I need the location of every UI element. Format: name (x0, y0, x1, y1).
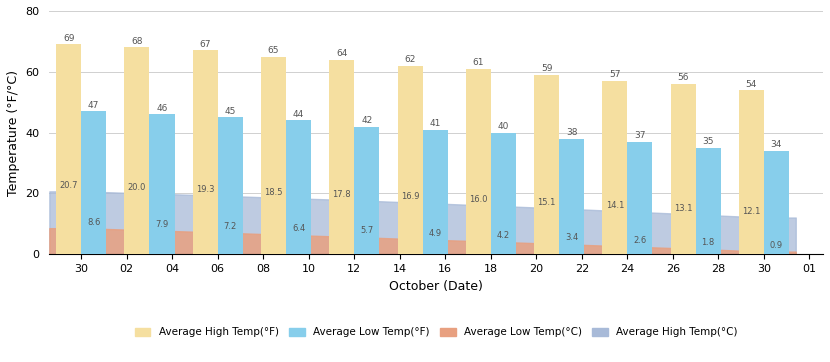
Text: 2.6: 2.6 (633, 236, 647, 245)
Legend: Average High Temp(°F), Average Low Temp(°F), Average Low Temp(°C), Average High : Average High Temp(°F), Average Low Temp(… (130, 323, 742, 342)
Text: 47: 47 (88, 101, 100, 110)
Text: 20.7: 20.7 (60, 181, 78, 190)
Text: 46: 46 (156, 104, 168, 113)
Text: 16.0: 16.0 (469, 195, 487, 204)
Bar (559, 139, 584, 254)
Text: 20.0: 20.0 (128, 183, 146, 192)
Text: 68: 68 (131, 37, 143, 46)
Text: 42: 42 (361, 116, 373, 125)
Text: 56: 56 (677, 73, 689, 83)
Text: 8.6: 8.6 (87, 218, 100, 227)
Text: 34: 34 (771, 140, 782, 150)
Text: 6.4: 6.4 (292, 224, 305, 233)
Text: 57: 57 (609, 70, 621, 79)
Text: 59: 59 (541, 64, 552, 73)
Bar (217, 117, 242, 254)
X-axis label: October (Date): October (Date) (389, 279, 483, 292)
Text: 5.7: 5.7 (360, 227, 374, 235)
Bar (764, 151, 789, 254)
Bar (286, 121, 311, 254)
Bar (261, 56, 286, 254)
Bar (149, 114, 174, 254)
Text: 64: 64 (336, 49, 348, 58)
Bar (398, 66, 422, 254)
Text: 61: 61 (472, 58, 484, 67)
Y-axis label: Temperature (°F/°C): Temperature (°F/°C) (7, 70, 20, 195)
Bar (193, 50, 217, 254)
Bar (627, 142, 652, 254)
Text: 44: 44 (293, 110, 304, 119)
Text: 37: 37 (634, 131, 646, 140)
Text: 15.1: 15.1 (537, 198, 556, 207)
Text: 45: 45 (225, 107, 236, 116)
Text: 40: 40 (498, 122, 509, 131)
Text: 41: 41 (429, 119, 441, 128)
Text: 14.1: 14.1 (606, 201, 624, 210)
Bar (466, 69, 491, 254)
Text: 65: 65 (268, 46, 279, 55)
Text: 1.8: 1.8 (701, 238, 715, 247)
Text: 18.5: 18.5 (264, 188, 283, 197)
Bar (81, 111, 106, 254)
Bar (124, 47, 149, 254)
Text: 13.1: 13.1 (674, 204, 692, 213)
Bar (603, 81, 627, 254)
Text: 38: 38 (566, 128, 578, 137)
Bar (56, 45, 81, 254)
Bar (354, 127, 379, 254)
Text: 67: 67 (199, 40, 211, 49)
Bar (534, 75, 559, 254)
Text: 0.9: 0.9 (770, 241, 783, 250)
Text: 4.9: 4.9 (428, 229, 442, 238)
Text: 35: 35 (702, 137, 714, 146)
Bar (739, 90, 764, 254)
Bar (422, 130, 447, 254)
Text: 19.3: 19.3 (196, 185, 214, 194)
Text: 54: 54 (745, 80, 757, 89)
Text: 4.2: 4.2 (497, 231, 510, 240)
Bar (491, 132, 516, 254)
Text: 69: 69 (63, 34, 75, 43)
Text: 3.4: 3.4 (565, 233, 579, 243)
Text: 7.2: 7.2 (223, 222, 237, 231)
Bar (330, 60, 354, 254)
Text: 17.8: 17.8 (333, 190, 351, 199)
Bar (671, 84, 696, 254)
Text: 62: 62 (404, 55, 416, 64)
Text: 16.9: 16.9 (401, 193, 419, 201)
Text: 7.9: 7.9 (155, 220, 168, 229)
Bar (696, 148, 720, 254)
Text: 12.1: 12.1 (742, 207, 760, 216)
